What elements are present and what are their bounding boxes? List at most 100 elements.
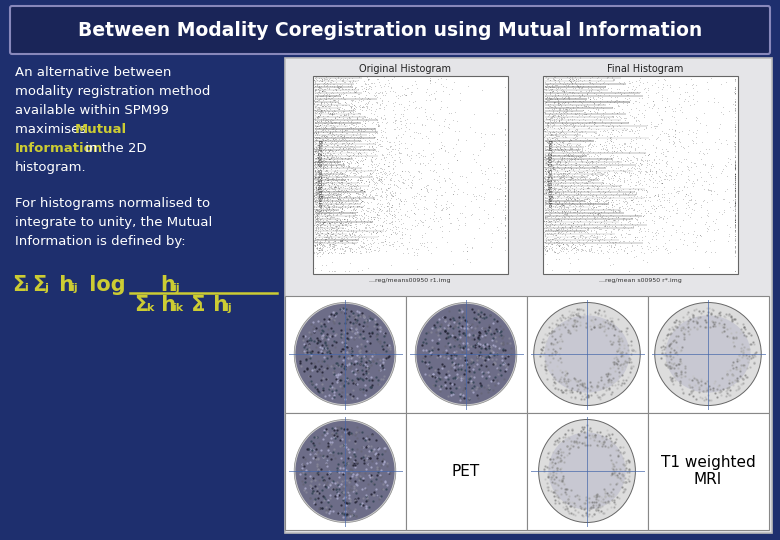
- Point: [339, 192, 351, 201]
- Point: [315, 179, 328, 187]
- Point: [625, 164, 637, 172]
- Point: [729, 226, 741, 235]
- Point: [566, 151, 579, 159]
- Point: [373, 176, 385, 184]
- Point: [583, 152, 595, 160]
- Point: [361, 181, 374, 190]
- Point: [353, 174, 366, 183]
- Point: [608, 171, 621, 180]
- Point: [310, 186, 322, 194]
- Bar: [545, 161, 622, 163]
- Point: [367, 222, 380, 231]
- Point: [315, 85, 328, 93]
- Point: [592, 165, 604, 174]
- Point: [539, 132, 551, 140]
- Point: [334, 236, 346, 245]
- Point: [319, 102, 332, 111]
- Point: [571, 196, 583, 205]
- Point: [619, 157, 631, 165]
- Point: [441, 164, 454, 172]
- Point: [566, 211, 579, 220]
- Point: [314, 174, 327, 183]
- Point: [336, 204, 349, 213]
- Point: [612, 116, 624, 124]
- Point: [542, 118, 555, 126]
- Point: [315, 106, 328, 114]
- Point: [562, 151, 574, 160]
- Point: [729, 109, 741, 117]
- Point: [314, 154, 327, 163]
- Point: [328, 84, 341, 93]
- Point: [342, 213, 355, 221]
- Point: [545, 194, 558, 203]
- Point: [648, 218, 661, 227]
- Point: [599, 138, 612, 146]
- Point: [548, 137, 561, 146]
- Point: [401, 225, 413, 234]
- Point: [583, 118, 595, 127]
- Point: [644, 122, 657, 131]
- Point: [491, 194, 503, 203]
- Point: [563, 125, 576, 133]
- Point: [673, 83, 686, 91]
- Point: [346, 229, 358, 238]
- Point: [566, 232, 579, 240]
- Point: [566, 148, 579, 157]
- Point: [321, 222, 333, 231]
- Point: [619, 215, 632, 224]
- Point: [544, 191, 556, 199]
- Point: [310, 191, 322, 199]
- Point: [607, 191, 619, 199]
- Point: [729, 184, 741, 193]
- Point: [327, 213, 339, 222]
- Point: [319, 235, 332, 244]
- Point: [553, 104, 566, 113]
- Point: [346, 239, 359, 247]
- Point: [558, 200, 570, 209]
- Bar: [315, 80, 358, 82]
- Point: [643, 239, 655, 247]
- Point: [581, 194, 594, 202]
- Point: [467, 155, 480, 164]
- Point: [567, 91, 580, 99]
- Point: [544, 89, 556, 98]
- Point: [436, 165, 448, 173]
- Point: [328, 147, 341, 156]
- Point: [346, 198, 359, 206]
- Point: [555, 239, 567, 248]
- Point: [638, 248, 651, 257]
- Point: [363, 187, 376, 196]
- Point: [570, 106, 583, 114]
- Point: [569, 110, 581, 118]
- Point: [574, 84, 587, 93]
- Point: [411, 248, 424, 257]
- Point: [393, 147, 406, 156]
- Point: [339, 143, 351, 151]
- Point: [583, 211, 595, 220]
- Point: [332, 184, 345, 193]
- Bar: [315, 119, 378, 121]
- Point: [729, 216, 741, 225]
- Point: [322, 208, 335, 217]
- Point: [729, 101, 741, 110]
- Point: [560, 195, 573, 204]
- Point: [310, 113, 323, 122]
- Point: [434, 201, 447, 210]
- Point: [355, 186, 367, 194]
- Point: [327, 168, 339, 177]
- Point: [308, 158, 321, 167]
- Point: [335, 129, 347, 138]
- Point: [339, 154, 351, 163]
- Point: [544, 154, 556, 163]
- Point: [320, 98, 332, 106]
- Point: [657, 214, 669, 223]
- Point: [548, 163, 560, 171]
- Point: [318, 131, 331, 140]
- Point: [328, 188, 340, 197]
- Point: [355, 185, 367, 194]
- Point: [418, 108, 431, 117]
- Point: [309, 147, 321, 156]
- Point: [341, 237, 353, 246]
- Point: [310, 192, 322, 201]
- Point: [387, 106, 399, 114]
